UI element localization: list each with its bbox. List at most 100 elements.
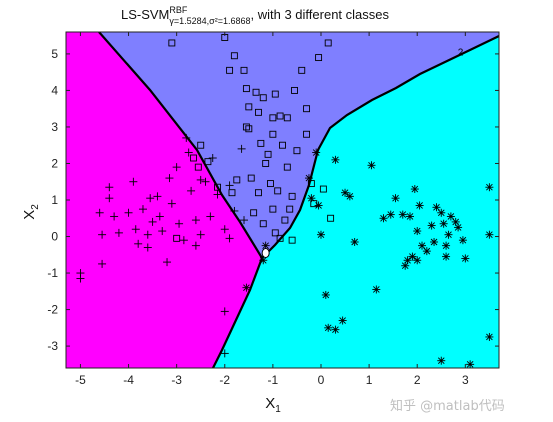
star-marker bbox=[403, 256, 412, 265]
plus-marker bbox=[191, 241, 200, 250]
star-marker bbox=[444, 230, 453, 239]
square-marker bbox=[204, 158, 212, 166]
plus-marker bbox=[196, 175, 205, 184]
star-marker bbox=[345, 192, 354, 201]
star-marker bbox=[398, 210, 407, 219]
square-marker bbox=[190, 154, 197, 162]
title-subscript: γ=1.5284,σ²=1.6868 bbox=[169, 16, 250, 26]
star-marker bbox=[422, 247, 431, 256]
star-marker bbox=[259, 256, 268, 265]
star-marker bbox=[321, 290, 330, 299]
star-marker bbox=[430, 238, 439, 246]
data-points bbox=[76, 34, 494, 368]
plus-marker bbox=[134, 239, 143, 248]
star-marker bbox=[312, 148, 321, 157]
y-tick-label: -1 bbox=[47, 266, 58, 280]
star-marker bbox=[338, 316, 347, 325]
star-marker bbox=[466, 360, 475, 368]
plus-marker bbox=[201, 177, 210, 186]
star-marker bbox=[324, 323, 333, 332]
plus-marker bbox=[146, 194, 155, 203]
square-marker bbox=[269, 130, 277, 138]
plus-marker bbox=[124, 208, 133, 217]
star-marker bbox=[386, 210, 395, 219]
plus-marker bbox=[98, 230, 107, 239]
star-marker bbox=[304, 174, 313, 183]
y-tick-label: 5 bbox=[51, 47, 58, 61]
y-tick-label: 4 bbox=[51, 83, 58, 97]
boundary-class1-class3 bbox=[212, 257, 264, 368]
x-tick-label: -4 bbox=[123, 373, 134, 387]
square-marker bbox=[264, 150, 272, 158]
x-tick-label: -5 bbox=[75, 373, 86, 387]
plus-marker bbox=[143, 243, 152, 252]
square-marker bbox=[286, 205, 294, 213]
watermark: 知乎 @matlab代码 bbox=[390, 398, 505, 414]
boundary-label: 2 bbox=[458, 48, 464, 59]
star-marker bbox=[454, 223, 463, 232]
plus-marker bbox=[220, 307, 229, 316]
plus-marker bbox=[76, 274, 85, 283]
boundary-class1-class2 bbox=[98, 32, 263, 259]
star-marker bbox=[372, 285, 381, 294]
y-tick-label: 3 bbox=[51, 120, 58, 134]
star-marker bbox=[437, 208, 446, 217]
plus-marker bbox=[187, 186, 196, 195]
plus-marker bbox=[143, 230, 152, 239]
square-marker bbox=[315, 54, 323, 62]
square-marker bbox=[276, 112, 284, 120]
square-marker bbox=[252, 88, 260, 96]
y-axis-title: X2 bbox=[21, 204, 41, 220]
boundary-junction-point bbox=[261, 247, 270, 258]
y-tick-label: 1 bbox=[51, 193, 58, 207]
square-marker bbox=[298, 66, 306, 74]
square-marker bbox=[254, 108, 262, 116]
x-tick-label: 1 bbox=[366, 373, 373, 387]
plus-marker bbox=[237, 144, 246, 153]
plus-marker bbox=[114, 228, 123, 237]
square-marker bbox=[262, 160, 270, 167]
plus-marker bbox=[138, 205, 147, 214]
square-marker bbox=[168, 39, 176, 47]
plus-marker bbox=[95, 208, 104, 217]
square-marker bbox=[259, 220, 267, 228]
square-marker bbox=[230, 52, 238, 60]
square-marker bbox=[271, 90, 279, 98]
y-tick-label: 0 bbox=[51, 230, 58, 244]
square-marker bbox=[276, 234, 284, 242]
star-marker bbox=[415, 201, 424, 210]
annotations: 2 bbox=[261, 48, 464, 258]
plus-marker bbox=[158, 227, 167, 236]
square-marker bbox=[324, 39, 332, 47]
star-marker bbox=[485, 332, 494, 341]
plus-marker bbox=[129, 177, 138, 186]
star-marker bbox=[379, 214, 388, 223]
x-tick-label: -3 bbox=[171, 373, 182, 387]
star-marker bbox=[316, 230, 325, 239]
plus-marker bbox=[182, 133, 191, 142]
plus-marker bbox=[98, 259, 107, 268]
square-marker bbox=[293, 147, 301, 155]
plus-marker bbox=[240, 216, 249, 225]
square-marker bbox=[288, 192, 296, 200]
square-marker bbox=[245, 103, 253, 111]
title-superscript: RBF bbox=[169, 5, 188, 15]
star-marker bbox=[413, 227, 422, 236]
square-marker bbox=[271, 229, 279, 237]
star-marker bbox=[439, 219, 448, 228]
square-marker bbox=[194, 163, 202, 171]
star-marker bbox=[485, 230, 494, 239]
y-tick-label: -3 bbox=[47, 339, 58, 353]
star-marker bbox=[458, 236, 467, 245]
plus-marker bbox=[105, 194, 114, 203]
square-marker bbox=[254, 189, 262, 197]
star-marker bbox=[350, 238, 359, 246]
plus-marker bbox=[196, 230, 205, 239]
square-marker bbox=[283, 114, 291, 122]
title-main: LS-SVM bbox=[121, 7, 169, 22]
star-marker bbox=[408, 252, 417, 261]
star-marker bbox=[485, 183, 494, 192]
plus-marker bbox=[131, 225, 140, 234]
region-class1 bbox=[66, 32, 262, 368]
